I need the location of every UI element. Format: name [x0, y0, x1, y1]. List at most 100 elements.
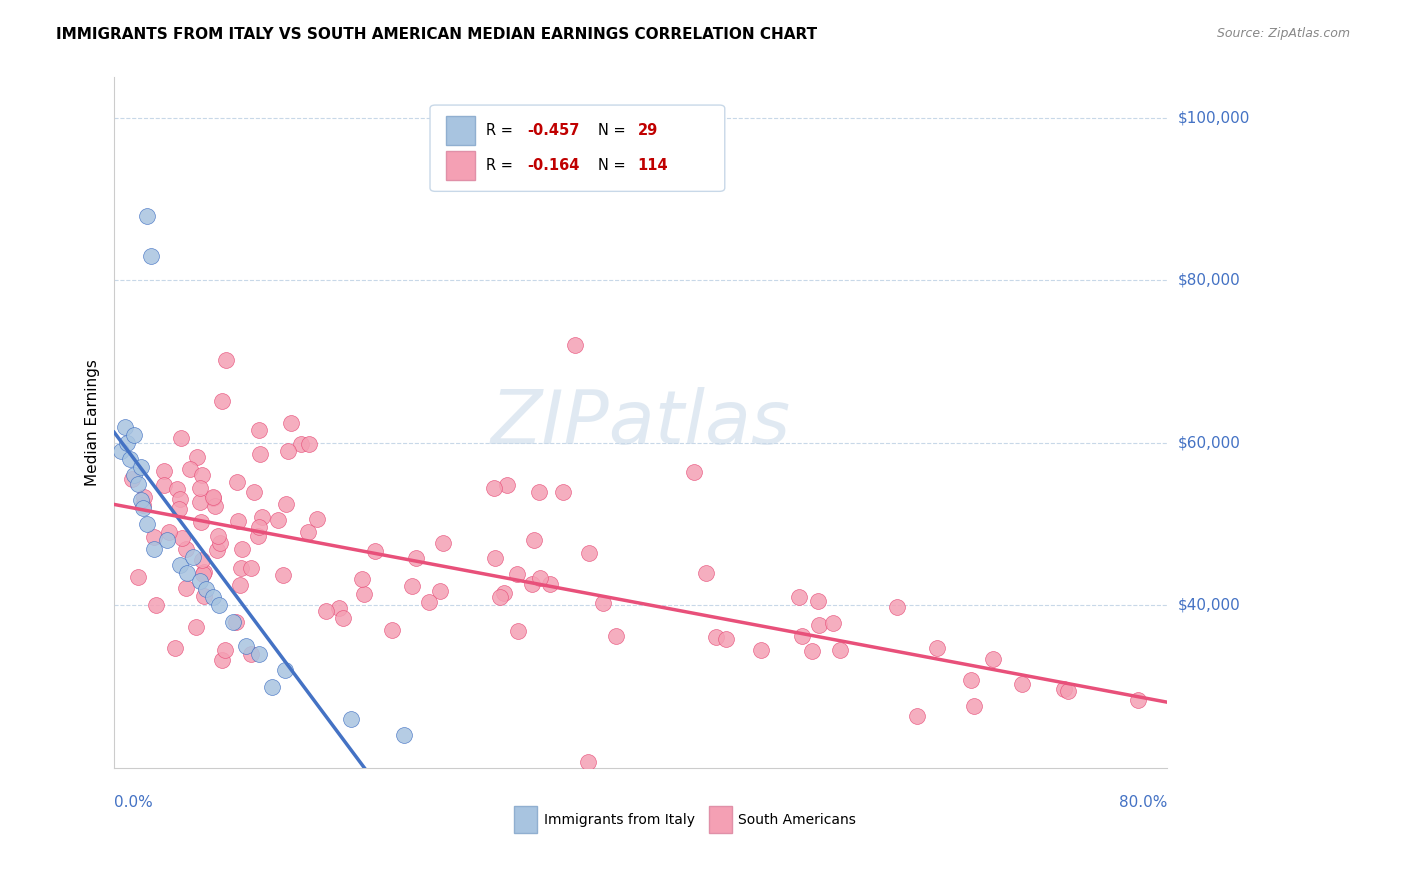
Point	[564, 338, 586, 352]
Point	[191, 566, 214, 581]
Point	[129, 492, 152, 507]
Point	[801, 644, 824, 658]
Point	[176, 566, 198, 580]
Point	[169, 492, 191, 507]
Point	[529, 571, 551, 585]
Point	[118, 452, 141, 467]
Text: -0.457: -0.457	[527, 123, 579, 138]
Point	[418, 595, 440, 609]
Point	[201, 490, 224, 504]
Point	[186, 450, 208, 465]
Point	[262, 680, 284, 694]
Point	[1053, 682, 1076, 697]
Point	[190, 515, 212, 529]
Point	[315, 604, 337, 618]
Point	[136, 209, 159, 223]
Point	[280, 417, 302, 431]
Point	[181, 549, 204, 564]
Point	[174, 581, 197, 595]
Point	[242, 485, 264, 500]
Text: Source: ZipAtlas.com: Source: ZipAtlas.com	[1216, 27, 1350, 40]
Text: N =: N =	[599, 158, 631, 173]
Point	[191, 553, 214, 567]
Point	[231, 542, 253, 557]
Point	[110, 444, 132, 458]
Point	[191, 467, 214, 482]
Text: IMMIGRANTS FROM ITALY VS SOUTH AMERICAN MEDIAN EARNINGS CORRELATION CHART: IMMIGRANTS FROM ITALY VS SOUTH AMERICAN …	[56, 27, 817, 42]
Point	[143, 530, 166, 544]
Text: $80,000: $80,000	[1178, 273, 1240, 288]
Point	[489, 590, 512, 604]
Point	[981, 652, 1004, 666]
Point	[165, 640, 187, 655]
Point	[169, 558, 191, 572]
Point	[188, 481, 211, 495]
Point	[193, 566, 215, 580]
Point	[578, 545, 600, 559]
Point	[821, 615, 844, 630]
Point	[157, 524, 180, 539]
Point	[592, 596, 614, 610]
Point	[274, 664, 297, 678]
Point	[790, 629, 813, 643]
Point	[179, 462, 201, 476]
Point	[392, 728, 415, 742]
Bar	[446, 116, 475, 145]
Point	[298, 436, 321, 450]
Point	[122, 468, 145, 483]
Point	[139, 249, 162, 263]
Bar	[515, 806, 537, 833]
Point	[529, 484, 551, 499]
Point	[496, 478, 519, 492]
Point	[174, 542, 197, 557]
Text: N =: N =	[599, 123, 631, 138]
Point	[247, 423, 270, 437]
Point	[208, 599, 231, 613]
Point	[484, 551, 506, 566]
Point	[271, 568, 294, 582]
Point	[749, 643, 772, 657]
Point	[193, 589, 215, 603]
Point	[121, 472, 143, 486]
Point	[201, 591, 224, 605]
Point	[122, 427, 145, 442]
Point	[229, 577, 252, 591]
Point	[963, 698, 986, 713]
Point	[129, 460, 152, 475]
Point	[787, 590, 810, 604]
Point	[405, 550, 427, 565]
Point	[506, 566, 529, 581]
Point	[167, 502, 190, 516]
Point	[188, 495, 211, 509]
Point	[277, 443, 299, 458]
Point	[578, 755, 600, 769]
Point	[132, 490, 155, 504]
Point	[211, 652, 233, 666]
Point	[226, 475, 249, 489]
Point	[350, 572, 373, 586]
Text: 0.0%: 0.0%	[114, 795, 153, 810]
Point	[520, 577, 543, 591]
Point	[214, 643, 236, 657]
Y-axis label: Median Earnings: Median Earnings	[86, 359, 100, 486]
Text: $100,000: $100,000	[1178, 111, 1250, 126]
Point	[231, 561, 253, 575]
Point	[136, 517, 159, 532]
Point	[221, 615, 243, 629]
Point	[172, 531, 194, 545]
Point	[807, 618, 830, 632]
Point	[247, 529, 270, 543]
Bar	[709, 806, 733, 833]
Point	[188, 574, 211, 588]
Point	[364, 544, 387, 558]
Point	[211, 393, 233, 408]
Bar	[446, 151, 475, 179]
Point	[927, 640, 949, 655]
Point	[114, 419, 136, 434]
Point	[153, 477, 176, 491]
Text: R =: R =	[486, 123, 517, 138]
Point	[239, 560, 262, 574]
Point	[432, 536, 454, 550]
Point	[807, 593, 830, 607]
Text: 29: 29	[637, 123, 658, 138]
